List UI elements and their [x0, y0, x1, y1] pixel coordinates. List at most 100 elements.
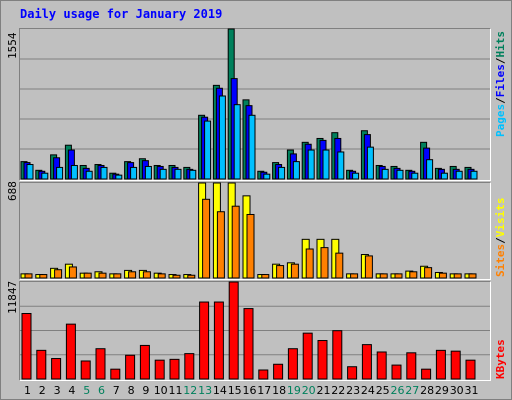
day-label: 17	[257, 384, 272, 397]
site-bar	[83, 272, 92, 279]
page-bar	[278, 166, 286, 180]
day-label: 5	[83, 384, 91, 397]
day-label: 26	[390, 384, 405, 397]
kbyte-bar	[21, 312, 32, 380]
kbyte-bar	[95, 348, 106, 380]
kbyte-bar	[376, 351, 387, 380]
page-bar	[174, 168, 182, 180]
day-label: 18	[272, 384, 287, 397]
kbyte-bar	[110, 368, 121, 380]
kbyte-bar	[154, 359, 165, 380]
day-label: 29	[434, 384, 449, 397]
day-label: 21	[316, 384, 331, 397]
kbyte-bar	[125, 354, 136, 380]
kbyte-bar	[450, 350, 461, 380]
site-bar	[216, 211, 225, 279]
page-bar	[381, 168, 389, 180]
day-label: 30	[449, 384, 464, 397]
site-bar	[113, 273, 122, 279]
site-bar	[142, 271, 151, 279]
day-label: 2	[38, 384, 46, 397]
page-bar	[85, 170, 93, 180]
kbyte-bar	[435, 349, 446, 380]
page-bar	[292, 161, 300, 180]
kbyte-bar	[139, 344, 150, 380]
kbyte-bar	[169, 358, 180, 380]
kbyte-bar	[184, 353, 195, 380]
day-label: 6	[98, 384, 105, 397]
page-bar	[322, 149, 330, 180]
page-bar	[70, 164, 78, 180]
site-bar	[261, 274, 270, 279]
kbyte-bar	[465, 359, 476, 380]
page-bar	[41, 172, 49, 180]
page-bar	[189, 169, 197, 180]
page-bar	[337, 151, 345, 180]
kbyte-bar	[391, 364, 402, 380]
page-bar	[204, 120, 212, 180]
site-bar	[39, 274, 48, 279]
site-bar	[394, 273, 403, 279]
kbyte-bar	[213, 301, 224, 380]
site-bar	[453, 273, 462, 279]
site-bar	[172, 274, 181, 279]
day-label: 22	[331, 384, 346, 397]
page-bar	[470, 170, 478, 180]
day-label: 7	[112, 384, 120, 397]
day-label: 31	[464, 384, 479, 397]
page-bar	[115, 174, 123, 180]
day-label: 14	[212, 384, 227, 397]
page-bar	[130, 166, 138, 180]
site-bar	[24, 273, 33, 279]
kbyte-bar	[273, 363, 284, 380]
page-bar	[144, 165, 152, 180]
day-label: 13	[198, 384, 213, 397]
day-label: 3	[53, 384, 61, 397]
page-bar	[455, 170, 463, 180]
kbyte-bar	[347, 366, 358, 380]
kbyte-bar	[317, 340, 328, 380]
day-label: 27	[405, 384, 420, 397]
site-bar	[350, 273, 359, 279]
day-label: 1	[24, 384, 31, 397]
page-bar	[307, 149, 315, 180]
day-label: 25	[375, 384, 390, 397]
day-label: 10	[153, 384, 168, 397]
kbyte-bar	[332, 330, 343, 380]
kbyte-bar	[302, 332, 313, 380]
day-label: 8	[127, 384, 135, 397]
site-bar	[231, 205, 240, 279]
kbyte-bar	[258, 369, 269, 380]
page-bar	[366, 146, 374, 180]
kbyte-bar	[65, 323, 76, 380]
day-label: 19	[286, 384, 301, 397]
kbyte-bar	[421, 368, 432, 380]
day-label: 23	[346, 384, 361, 397]
kbyte-bar	[80, 360, 91, 380]
site-bar	[320, 247, 329, 279]
panel-sites-visits	[19, 182, 491, 280]
day-label: 11	[168, 384, 183, 397]
page-bar	[440, 172, 448, 180]
site-bar	[364, 255, 373, 279]
day-label: 20	[301, 384, 316, 397]
page-bar	[263, 173, 271, 180]
site-bar	[54, 269, 63, 279]
site-bar	[157, 273, 166, 279]
kbyte-bar	[36, 349, 47, 380]
site-bar	[246, 213, 255, 279]
page-bar	[352, 172, 360, 180]
page-bar	[248, 114, 256, 180]
site-bar	[276, 265, 285, 279]
day-label: 12	[183, 384, 198, 397]
page-bar	[26, 164, 34, 180]
site-bar	[290, 263, 299, 279]
site-bar	[468, 273, 477, 279]
site-bar	[202, 198, 211, 279]
kbyte-bar	[199, 301, 210, 380]
site-bar	[409, 271, 418, 279]
day-label: 15	[227, 384, 242, 397]
day-label: 28	[420, 384, 435, 397]
day-label: 16	[242, 384, 257, 397]
